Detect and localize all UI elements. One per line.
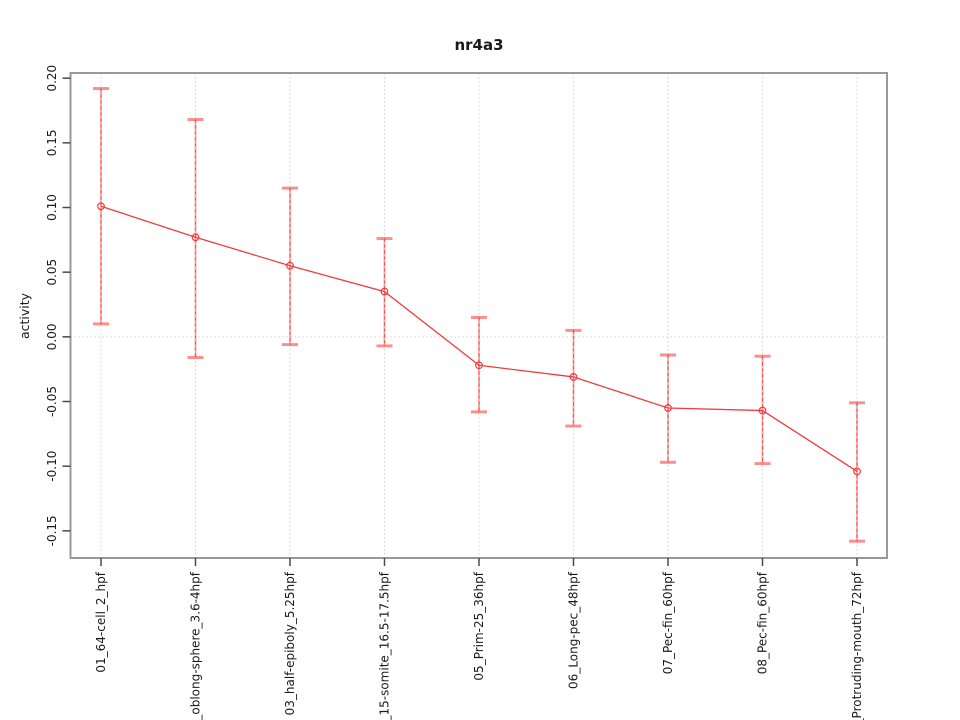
data-point [569, 373, 578, 381]
y-tick-label: 0.15 [45, 129, 59, 156]
y-tick-label: 0.20 [45, 65, 59, 92]
axis-ticks-layer [62, 77, 858, 566]
y-tick-label: -0.05 [45, 386, 59, 417]
axis-labels-layer: -0.15 -0.10 -0.05 0.00 0.05 0.10 0.15 0.20 01_64… [45, 65, 864, 720]
data-point [191, 233, 200, 242]
x-tick-label: 07_Pec-fin_60hpf [661, 571, 675, 674]
y-axis-title: activity [17, 292, 32, 339]
data-point [97, 202, 105, 211]
data-series-layer [93, 87, 865, 543]
y-tick-label: 0.05 [45, 259, 59, 286]
chart-title: nr4a3 [454, 36, 503, 54]
x-tick-label: 02_oblong-sphere_3.6-4hpf [189, 571, 203, 720]
y-tick-label: -0.15 [45, 515, 59, 546]
data-point [380, 287, 389, 296]
x-tick-label: 01_64-cell_2_hpf [94, 571, 108, 672]
x-tick-label: 03_half-epiboly_5.25hpf [283, 571, 297, 715]
data-point [475, 361, 483, 370]
series-line [100, 205, 858, 472]
gridlines [70, 73, 887, 558]
x-tick-label: 09_Protruding-mouth_72hpf [850, 571, 864, 720]
y-tick-label: 0.00 [45, 323, 59, 350]
y-tick-label: -0.10 [45, 451, 59, 482]
x-tick-label: 08_Pec-fin_60hpf [756, 571, 770, 674]
data-point [853, 467, 861, 476]
y-tick-label: 0.10 [45, 194, 59, 221]
data-point [286, 261, 294, 270]
data-point [758, 406, 767, 415]
data-point [664, 404, 672, 412]
x-tick-label: 06_Long-pec_48hpf [567, 571, 581, 689]
x-tick-label: 04_15-somite_16.5-17.5hpf [378, 571, 392, 720]
x-tick-label: 05_Prim-25_36hpf [472, 571, 486, 680]
